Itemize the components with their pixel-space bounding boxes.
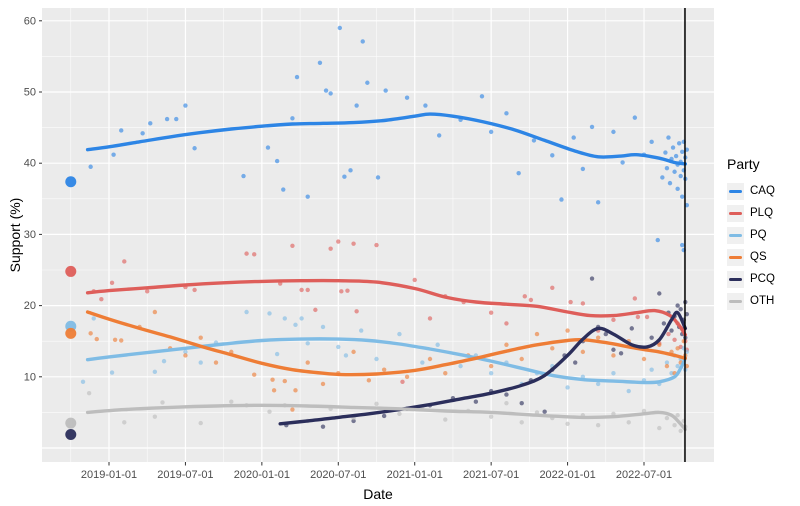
series-PCQ-trend-line [278, 310, 687, 426]
y-tick-label: 50 [24, 87, 36, 99]
legend-label: CAQ [750, 185, 775, 197]
legend-key-icon [727, 226, 744, 244]
series-OTH-trend-line [85, 403, 687, 432]
legend-label: OTH [750, 295, 775, 307]
legend-key-icon [727, 292, 744, 310]
x-tick-label: 2021-01-01 [387, 469, 443, 481]
series-QS-points [88, 309, 690, 412]
election-2018-dots [65, 176, 77, 440]
x-axis-title: Date [363, 486, 393, 502]
series-PLQ-trend-line [85, 278, 687, 337]
legend-key-icon [727, 270, 744, 288]
legend-entry-CAQ: CAQ [727, 180, 775, 202]
legend-label: PCQ [750, 273, 775, 285]
x-tick-label: 2019-01-01 [81, 469, 137, 481]
y-tick-label: 40 [24, 158, 36, 170]
series-CAQ-trend-line [85, 112, 687, 166]
x-tick-label: 2021-07-01 [463, 469, 519, 481]
legend-key-icon [727, 182, 744, 200]
legend-title: Party [727, 156, 760, 172]
axis-ticks: 10 20 30 40 50 60 2019-01-01 2019-07-01 2020-01-… [24, 15, 672, 481]
legend-key-icon [727, 204, 744, 222]
y-tick-label: 30 [24, 229, 36, 241]
legend-label: PLQ [750, 207, 774, 219]
legend-entry-PQ: PQ [727, 224, 775, 246]
legend-entry-QS: QS [727, 246, 775, 268]
y-tick-label: 10 [24, 371, 36, 383]
series-QS-trend-line [85, 310, 687, 377]
y-tick-label: 20 [24, 300, 36, 312]
legend-entries: CAQ PLQ PQ QS PCQ OTH [727, 180, 775, 312]
grid-minor [42, 8, 714, 462]
plot-panel [42, 8, 714, 462]
x-tick-label: 2022-07-01 [616, 469, 672, 481]
legend-entry-OTH: OTH [727, 290, 775, 312]
legend: Party CAQ PLQ PQ QS PCQ OTH [727, 156, 775, 312]
legend-entry-PLQ: PLQ [727, 202, 775, 224]
legend-label: PQ [750, 229, 767, 241]
y-axis-title: Support (%) [7, 197, 23, 273]
x-tick-label: 2022-01-01 [539, 469, 595, 481]
legend-key-icon [727, 248, 744, 266]
x-tick-label: 2019-07-01 [157, 469, 213, 481]
x-tick-label: 2020-07-01 [310, 469, 366, 481]
x-tick-label: 2020-01-01 [234, 469, 290, 481]
y-tick-label: 60 [24, 15, 36, 27]
legend-entry-PCQ: PCQ [727, 268, 775, 290]
legend-label: QS [750, 251, 767, 263]
